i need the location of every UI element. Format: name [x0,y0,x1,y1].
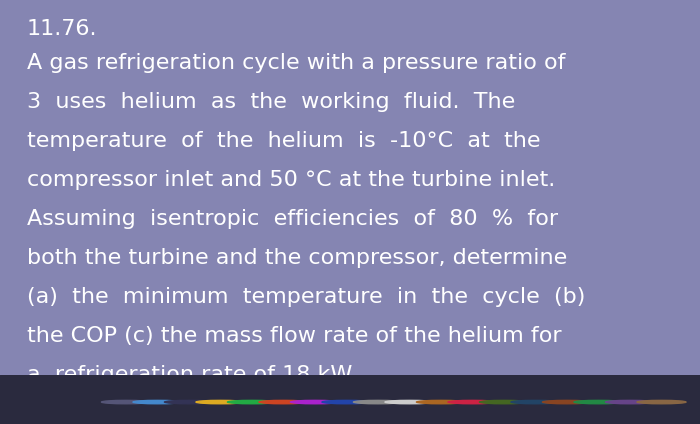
Text: A gas refrigeration cycle with a pressure ratio of: A gas refrigeration cycle with a pressur… [27,53,565,73]
Circle shape [259,400,308,404]
Circle shape [385,400,434,404]
Text: temperature  of  the  helium  is  -10°C  at  the: temperature of the helium is -10°C at th… [27,131,540,151]
Circle shape [164,400,214,404]
Text: 11.76.: 11.76. [27,19,97,39]
Circle shape [102,400,150,404]
Circle shape [196,400,245,404]
Text: both the turbine and the compressor, determine: both the turbine and the compressor, det… [27,248,567,268]
Text: (a)  the  minimum  temperature  in  the  cycle  (b): (a) the minimum temperature in the cycle… [27,287,585,307]
Circle shape [480,400,528,404]
Circle shape [606,400,654,404]
Circle shape [511,400,560,404]
Circle shape [322,400,371,404]
Circle shape [637,400,686,404]
Circle shape [133,400,182,404]
Text: the COP (c) the mass flow rate of the helium for: the COP (c) the mass flow rate of the he… [27,326,561,346]
Circle shape [448,400,497,404]
Circle shape [354,400,402,404]
Circle shape [542,400,592,404]
Circle shape [416,400,466,404]
Circle shape [228,400,276,404]
Circle shape [290,400,340,404]
Circle shape [574,400,623,404]
Text: 3  uses  helium  as  the  working  fluid.  The: 3 uses helium as the working fluid. The [27,92,515,112]
Text: a  refrigeration rate of 18 kW.: a refrigeration rate of 18 kW. [27,365,356,385]
Text: Assuming  isentropic  efficiencies  of  80  %  for: Assuming isentropic efficiencies of 80 %… [27,209,558,229]
Text: compressor inlet and 50 °C at the turbine inlet.: compressor inlet and 50 °C at the turbin… [27,170,555,190]
